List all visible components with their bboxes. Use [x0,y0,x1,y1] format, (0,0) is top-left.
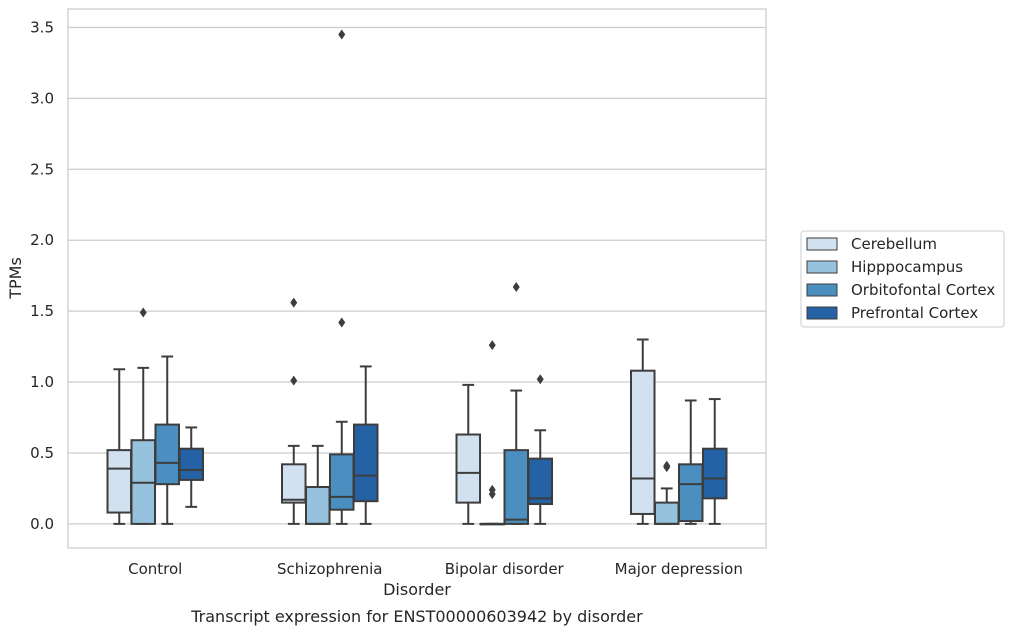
chart-caption: Transcript expression for ENST0000060394… [190,607,643,626]
box-body [106,449,133,514]
box-cerebellum-schizophrenia [281,297,307,525]
box-body [352,423,379,503]
legend-label-prefrontal-cortex: Prefrontal Cortex [851,304,978,322]
y-tick-labels: 0.0 0.5 1.0 1.5 2.0 2.5 3.0 3.5 [30,18,54,532]
outlier-point [488,340,496,351]
box-orbitofontal-cortex-schizophrenia [328,29,355,525]
y-tick-label: 2.0 [30,231,54,249]
box-hipppocampus-major-depression [653,460,680,525]
legend-label-hipppocampus: Hipppocampus [851,258,963,276]
x-axis-title: Disorder [383,580,451,599]
y-axis-title: TPMs [6,257,25,300]
outlier-point [290,297,298,308]
box-body [701,447,728,500]
outlier-point [536,374,544,385]
box-orbitofontal-cortex-bipolar-disorder [503,282,530,525]
box-body [281,463,307,504]
box-body [178,447,204,481]
box-hipppocampus-schizophrenia [304,444,331,525]
legend-swatch-hipppocampus [806,260,838,274]
box-prefrontal-cortex-control [178,426,204,508]
box-body [630,369,656,515]
y-tick-label: 0.5 [30,444,54,462]
box-body [328,453,355,511]
boxes [106,29,728,526]
y-tick-label: 2.5 [30,160,54,178]
x-tick-labels: Control Schizophrenia Bipolar disorder Majo… [128,560,743,578]
box-prefrontal-cortex-schizophrenia [352,365,379,525]
box-hipppocampus-control [130,307,157,525]
box-cerebellum-bipolar-disorder [455,383,482,525]
legend-frame [800,230,1005,328]
y-tick-label: 3.5 [30,18,54,36]
outlier-point [338,317,346,328]
y-tick-label: 1.0 [30,373,54,391]
outlier-point [512,282,520,293]
y-tick-label: 3.0 [30,89,54,107]
y-tick-label: 0.0 [30,515,54,533]
box-prefrontal-cortex-bipolar-disorder [527,374,553,525]
box-body [455,433,482,504]
box-body [677,463,704,523]
box-body [503,449,530,525]
box-body [304,486,331,525]
plot-frame [67,8,767,549]
x-tick-label-major-depression: Major depression [615,560,743,578]
legend-label-cerebellum: Cerebellum [851,235,937,253]
outlier-point [139,307,147,318]
box-cerebellum-control [106,368,133,525]
box-body [653,501,680,525]
y-tick-label: 1.5 [30,302,54,320]
box-cerebellum-major-depression [630,338,656,525]
box-body [527,457,553,506]
legend: Cerebellum Hipppocampus Orbitofontal Cor… [800,230,1005,328]
outlier-point [488,484,496,495]
box-hipppocampus-bipolar-disorder [479,340,506,526]
outlier-point [663,460,671,471]
outlier-point [338,29,346,40]
legend-swatch-cerebellum [806,237,838,251]
x-tick-label-control: Control [128,560,182,578]
box-orbitofontal-cortex-major-depression [677,399,704,525]
legend-label-orbitofontal-cortex: Orbitofontal Cortex [851,281,995,299]
outlier-point [290,375,298,386]
legend-swatch-orbitofontal-cortex [806,283,838,297]
x-tick-label-bipolar-disorder: Bipolar disorder [445,560,565,578]
box-prefrontal-cortex-major-depression [701,398,728,525]
legend-swatch-prefrontal-cortex [806,306,838,320]
box-body [154,423,181,486]
x-tick-label-schizophrenia: Schizophrenia [277,560,382,578]
